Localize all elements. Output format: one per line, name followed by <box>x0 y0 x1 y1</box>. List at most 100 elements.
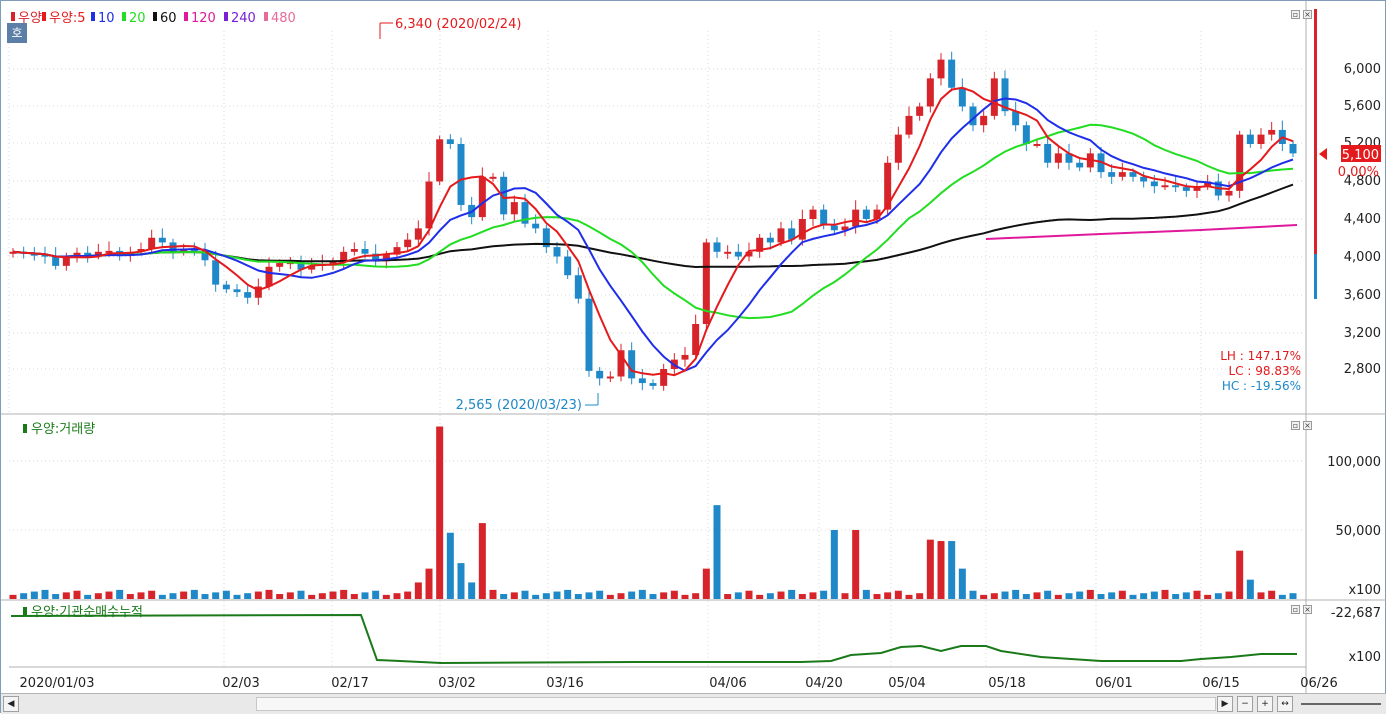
volume-bar[interactable] <box>724 594 732 599</box>
volume-bar[interactable] <box>841 593 849 599</box>
volume-bar[interactable] <box>446 532 454 599</box>
candle[interactable] <box>596 367 604 386</box>
legend-item-7[interactable]: 480 <box>271 11 296 26</box>
volume-bar[interactable] <box>777 591 785 599</box>
volume-bar[interactable] <box>1129 594 1137 599</box>
volume-bar[interactable] <box>585 592 593 599</box>
candle[interactable] <box>798 209 806 246</box>
volume-bar[interactable] <box>820 590 828 599</box>
candle[interactable] <box>948 51 956 92</box>
candle[interactable] <box>734 243 742 261</box>
candle[interactable] <box>1140 171 1148 188</box>
volume-bar[interactable] <box>286 592 294 599</box>
volume-bar[interactable] <box>1118 590 1126 599</box>
minimize-icon[interactable]: ▫ <box>1291 10 1300 19</box>
volume-bar[interactable] <box>638 589 646 599</box>
volume-bar[interactable] <box>158 594 166 599</box>
volume-bar[interactable] <box>1054 594 1062 599</box>
candle[interactable] <box>1257 128 1265 149</box>
candle[interactable] <box>446 134 454 149</box>
volume-bar[interactable] <box>756 594 764 599</box>
fit-icon[interactable]: ↔ <box>1277 696 1293 712</box>
candle[interactable] <box>233 284 241 297</box>
volume-minimize-icon[interactable]: ▫ <box>1291 421 1300 430</box>
candle[interactable] <box>905 106 913 139</box>
volume-bar[interactable] <box>1097 594 1105 599</box>
candle[interactable] <box>148 229 156 254</box>
legend-item-2[interactable]: 10 <box>98 11 115 26</box>
candle[interactable] <box>628 342 636 385</box>
volume-bar[interactable] <box>980 594 988 599</box>
candle[interactable] <box>969 102 977 132</box>
volume-bar[interactable] <box>990 593 998 599</box>
candle[interactable] <box>937 53 945 86</box>
close-icon[interactable]: × <box>1303 10 1312 19</box>
volume-bar[interactable] <box>297 590 305 599</box>
volume-bar[interactable] <box>1268 590 1276 599</box>
candle[interactable] <box>958 78 966 112</box>
candle[interactable] <box>724 245 732 259</box>
candle[interactable] <box>852 200 860 234</box>
volume-bar[interactable] <box>137 592 145 599</box>
volume-bar[interactable] <box>457 563 465 599</box>
volume-bar[interactable] <box>308 594 316 599</box>
volume-bar[interactable] <box>340 589 348 599</box>
volume-bar[interactable] <box>244 593 252 599</box>
candle[interactable] <box>212 250 220 292</box>
candle[interactable] <box>158 228 166 249</box>
horizontal-scrollbar[interactable]: ◀ ▶ − + ↔ <box>1 693 1386 714</box>
volume-bar[interactable] <box>510 592 518 599</box>
candle[interactable] <box>350 242 358 256</box>
volume-bar[interactable] <box>692 593 700 599</box>
scroll-left-button[interactable]: ◀ <box>3 696 19 712</box>
volume-bar[interactable] <box>617 593 625 599</box>
volume-bar[interactable] <box>542 593 550 599</box>
volume-bar[interactable] <box>105 591 113 599</box>
volume-bar[interactable] <box>52 594 60 599</box>
candle[interactable] <box>542 224 550 254</box>
volume-bar[interactable] <box>116 589 124 599</box>
candle[interactable] <box>766 232 774 250</box>
candle[interactable] <box>702 238 710 329</box>
volume-bar[interactable] <box>212 592 220 599</box>
volume-bar[interactable] <box>1012 589 1020 599</box>
volume-bar[interactable] <box>713 505 721 599</box>
volume-bar[interactable] <box>948 541 956 599</box>
candle[interactable] <box>404 233 412 252</box>
scroll-right-button[interactable]: ▶ <box>1217 696 1233 712</box>
candle[interactable] <box>84 246 92 263</box>
range-slider[interactable] <box>1301 703 1381 705</box>
inst-minimize-icon[interactable]: ▫ <box>1291 605 1300 614</box>
volume-bar[interactable] <box>1193 590 1201 599</box>
volume-bar[interactable] <box>404 591 412 599</box>
volume-bar[interactable] <box>766 593 774 599</box>
candle[interactable] <box>692 314 700 359</box>
volume-bar[interactable] <box>1182 592 1190 599</box>
candle[interactable] <box>916 102 924 121</box>
volume-bar[interactable] <box>798 594 806 599</box>
volume-bar[interactable] <box>478 523 486 599</box>
volume-bar[interactable] <box>1140 593 1148 599</box>
volume-bar[interactable] <box>372 590 380 599</box>
candle[interactable] <box>574 267 582 304</box>
candle[interactable] <box>681 346 689 367</box>
volume-chart[interactable]: 우양:거래량 100,000 50,000 x100 <box>1 415 1386 601</box>
candle[interactable] <box>809 205 817 227</box>
volume-bar[interactable] <box>830 530 838 599</box>
volume-bar[interactable] <box>596 590 604 599</box>
volume-bar[interactable] <box>553 591 561 599</box>
volume-bar[interactable] <box>9 594 17 599</box>
volume-bar[interactable] <box>169 593 177 599</box>
volume-bar[interactable] <box>329 591 337 599</box>
volume-bar[interactable] <box>852 530 860 599</box>
volume-bars[interactable] <box>9 426 1297 600</box>
candle[interactable] <box>1012 101 1020 132</box>
volume-bar[interactable] <box>1278 594 1286 599</box>
candle[interactable] <box>649 379 657 390</box>
volume-bar[interactable] <box>574 594 582 599</box>
volume-bar[interactable] <box>20 593 28 599</box>
volume-bar[interactable] <box>41 589 49 599</box>
candle[interactable] <box>1225 181 1233 202</box>
volume-bar[interactable] <box>222 590 230 599</box>
badge[interactable]: 호 <box>7 23 27 43</box>
